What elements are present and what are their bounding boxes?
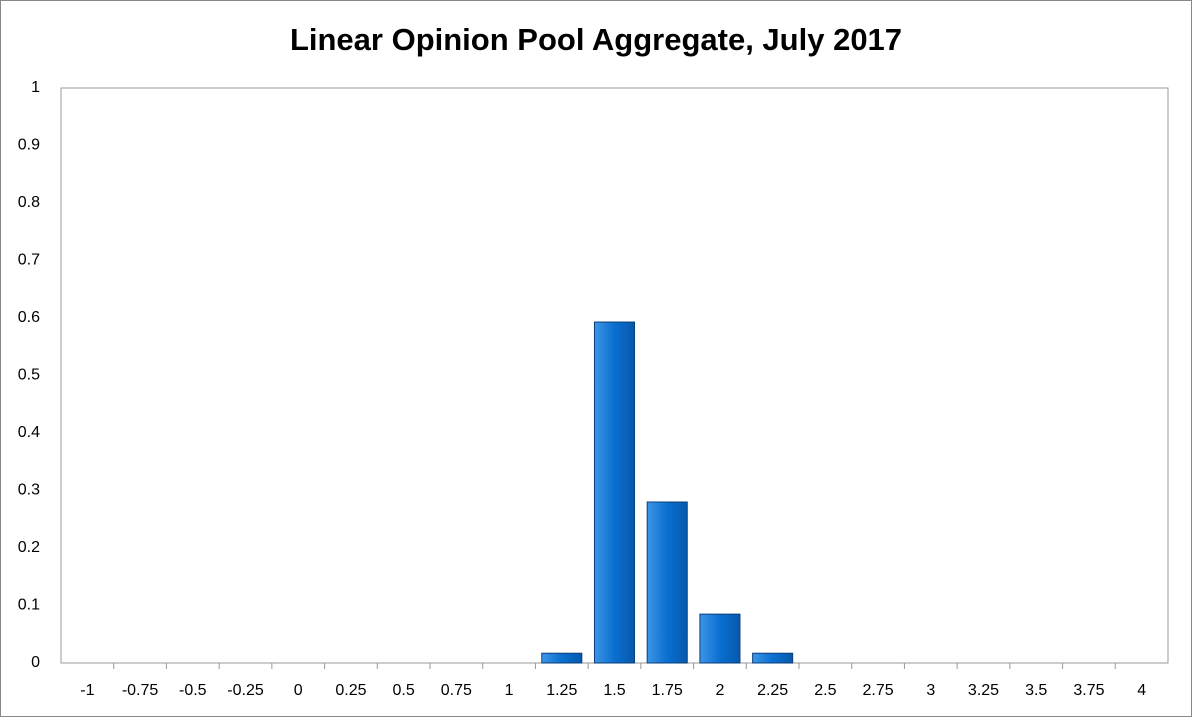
x-tick-label: 3.75	[1073, 682, 1104, 699]
y-tick-label: 0.6	[18, 309, 40, 326]
x-tick-label: 1	[505, 682, 514, 699]
x-tick-label: 2.75	[863, 682, 894, 699]
x-tick-label: 1.75	[652, 682, 683, 699]
y-tick-label: 0	[31, 654, 40, 671]
y-tick-label: 0.1	[18, 597, 40, 614]
y-tick-label: 0.8	[18, 194, 40, 211]
x-tick-label: 2	[715, 682, 724, 699]
x-tick-label: -0.75	[122, 682, 159, 699]
x-tick-label: 0	[294, 682, 303, 699]
x-tick-label: 1.5	[603, 682, 625, 699]
x-tick-label: -0.5	[179, 682, 207, 699]
bar	[541, 652, 583, 664]
y-tick-label: 0.2	[18, 539, 40, 556]
y-tick-label: 0.7	[18, 252, 40, 269]
x-tick-label: 1.25	[546, 682, 577, 699]
bar	[646, 501, 688, 664]
y-tick-label: 1	[31, 79, 40, 96]
x-tick-label: 0.75	[441, 682, 472, 699]
y-tick-label: 0.4	[18, 424, 40, 441]
x-tick-label: 0.5	[393, 682, 415, 699]
y-tick-label: 0.3	[18, 482, 40, 499]
x-tick-label: 3	[926, 682, 935, 699]
y-tick-label: 0.5	[18, 367, 40, 384]
x-tick-label: 3.25	[968, 682, 999, 699]
x-tick-label: 2.25	[757, 682, 788, 699]
chart-title: Linear Opinion Pool Aggregate, July 2017	[290, 22, 902, 57]
x-tick-label: -0.25	[227, 682, 264, 699]
y-tick-label: 0.9	[18, 137, 40, 154]
bar	[593, 321, 636, 664]
x-tick-label: -1	[80, 682, 94, 699]
x-tick-label: 3.5	[1025, 682, 1047, 699]
x-tick-label: 0.25	[335, 682, 366, 699]
x-tick-label: 2.5	[814, 682, 836, 699]
bar	[699, 613, 741, 664]
bar	[752, 652, 794, 664]
x-tick-label: 4	[1137, 682, 1146, 699]
